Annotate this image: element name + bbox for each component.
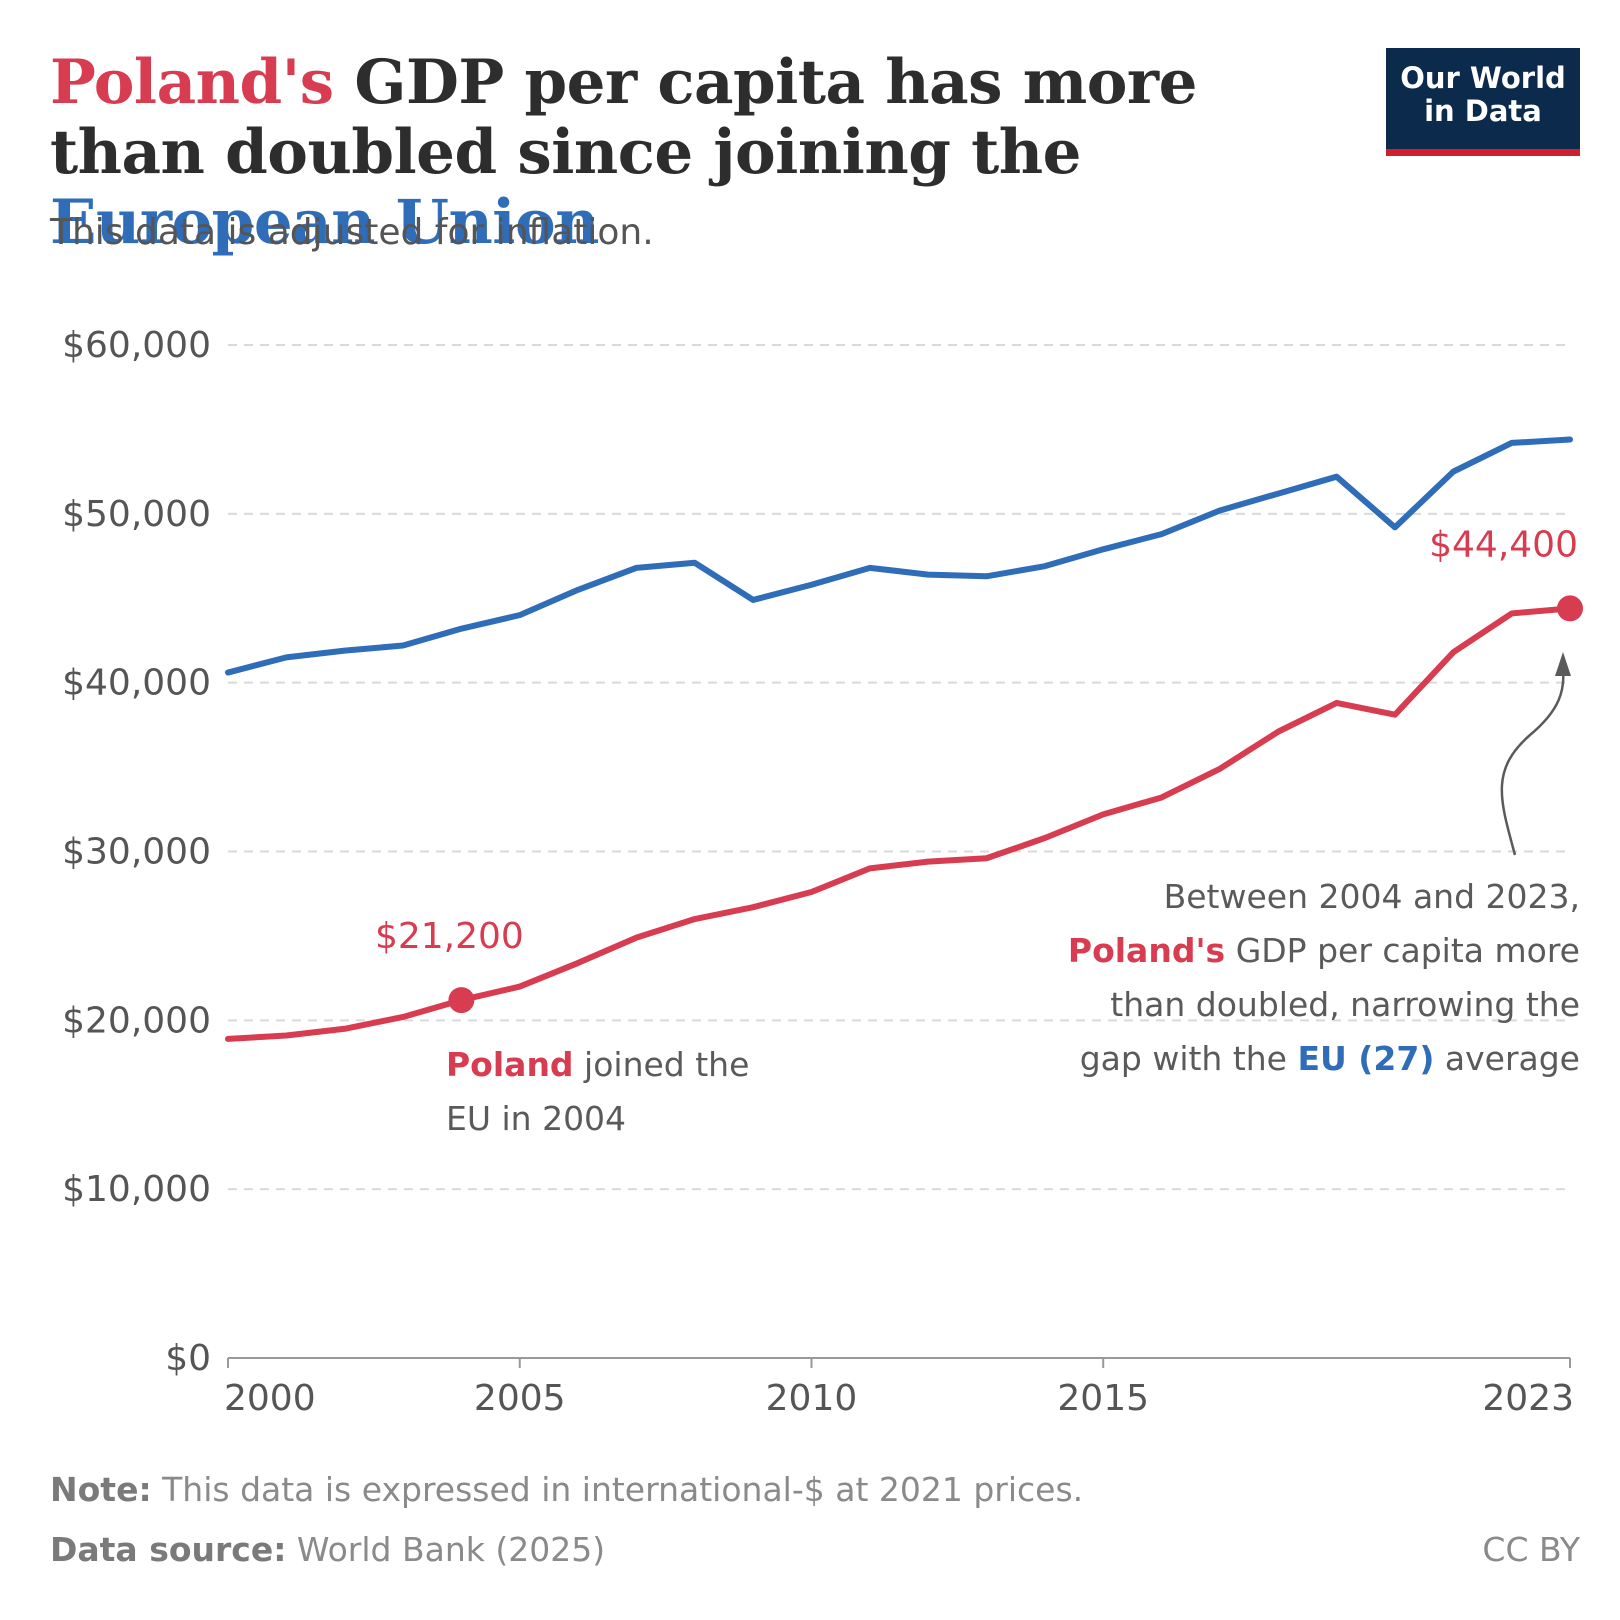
y-tick-label: $30,000 — [62, 832, 211, 873]
axes: $0 $10,000 $20,000 $30,000 $40,000 $50,000 $60… — [62, 325, 1574, 1419]
point-marker-2023 — [1557, 595, 1583, 622]
owid-logo[interactable]: Our World in Data — [1386, 48, 1580, 156]
annotation-join-line-2: EU in 2004 — [446, 1099, 627, 1138]
y-tick-label: $40,000 — [62, 663, 211, 704]
annotation-summary-line-4-end: average — [1434, 1039, 1580, 1078]
title-poland-highlight: Poland's — [50, 47, 334, 118]
chart-subtitle: This data is adjusted for inflation. — [50, 212, 654, 253]
series-line-eu — [225, 436, 1573, 676]
annotation-arrowhead — [1555, 652, 1571, 676]
x-tick-label: 2015 — [1057, 1378, 1149, 1419]
annotation-join: Poland joined the EU in 2004 — [446, 1038, 749, 1146]
y-tick-label: $10,000 — [62, 1169, 211, 1210]
footer-source-label: Data source: — [50, 1530, 287, 1569]
data-labels: $21,200 $44,400 — [375, 524, 1583, 1014]
annotation-summary: Between 2004 and 2023, Poland's GDP per … — [1068, 870, 1580, 1086]
point-value-label-2023: $44,400 — [1429, 524, 1578, 565]
y-tick-label: $60,000 — [62, 325, 211, 366]
footer-note-text: This data is expressed in international-… — [151, 1470, 1084, 1509]
y-tick-label: $0 — [165, 1338, 211, 1379]
annotation-join-text-1: joined the — [573, 1045, 750, 1084]
point-marker-2004 — [448, 987, 475, 1014]
annotation-summary-eu: EU (27) — [1297, 1039, 1435, 1078]
annotation-summary-line-2-rest: GDP per capita more — [1225, 931, 1580, 970]
annotation-join-country: Poland — [446, 1045, 574, 1084]
footer-note: Note: This data is expressed in internat… — [50, 1470, 1083, 1509]
footer-source: Data source: World Bank (2025) — [50, 1530, 605, 1569]
annotation-summary-line-1: Between 2004 and 2023, — [1163, 877, 1580, 916]
footer-source-text: World Bank (2025) — [286, 1530, 606, 1569]
footer-note-label: Note: — [50, 1470, 152, 1509]
annotation-join-line-1: Poland joined the — [446, 1038, 749, 1092]
license-link[interactable]: CC BY — [1482, 1530, 1580, 1569]
annotation-summary-line-4-start: gap with the — [1079, 1039, 1298, 1078]
y-tick-label: $50,000 — [62, 494, 211, 535]
annotation-summary-line-2: Poland's GDP per capita more — [1068, 924, 1580, 978]
chart-title: Poland's GDP per capita has more than do… — [50, 47, 1330, 259]
y-tick-label: $20,000 — [62, 1000, 211, 1041]
annotation-summary-line-4: gap with the EU (27) average — [1068, 1032, 1580, 1086]
annotation-summary-country: Poland's — [1067, 931, 1226, 970]
x-tick-label: 2005 — [474, 1378, 566, 1419]
logo-line-1: Our World — [1400, 61, 1566, 95]
x-tick-label: 2023 — [1482, 1378, 1574, 1419]
x-tick-label: 2000 — [224, 1378, 316, 1419]
x-tick-label: 2010 — [766, 1378, 858, 1419]
title-eu-highlight: European Union — [50, 187, 600, 259]
annotation-summary-line-3: than doubled, narrowing the — [1110, 985, 1580, 1024]
title-main-text: GDP per capita has more than doubled sin… — [50, 47, 1197, 189]
annotation-arrow — [1500, 667, 1565, 856]
point-value-label-2004: $21,200 — [375, 916, 524, 957]
logo-line-2: in Data — [1424, 94, 1542, 128]
